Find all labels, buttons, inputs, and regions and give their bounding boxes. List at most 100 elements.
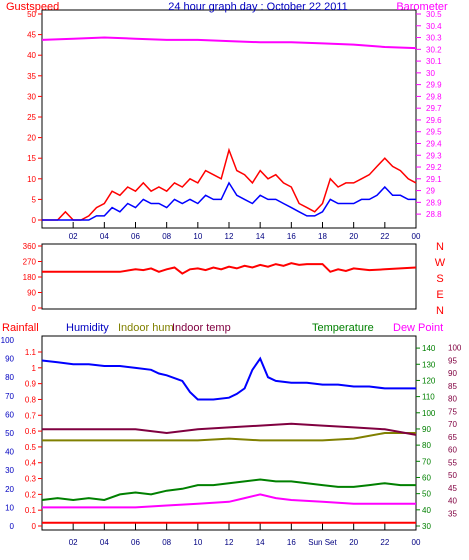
series-line-humidity <box>41 356 416 401</box>
series-line-wind-direction <box>42 262 417 275</box>
gustspeed-tick-label: 20 <box>27 134 36 143</box>
gustspeed-tick-label: 35 <box>27 72 36 81</box>
barometer-axis-label: Barometer <box>396 1 448 13</box>
rainfall-tick-label: 0.3 <box>25 475 37 484</box>
humidity-tick-label: 30 <box>5 466 14 475</box>
humidity-tick-label: 10 <box>5 503 14 512</box>
gustspeed-tick-label: 25 <box>27 113 36 122</box>
temperature-f-tick-label: 130 <box>422 360 436 369</box>
temperature-label: Temperature <box>312 322 374 334</box>
temperature-c-tick-label: 70 <box>448 420 457 429</box>
barometer-tick-label: 30.4 <box>426 22 442 31</box>
rainfall-tick-label: 0.9 <box>25 380 37 389</box>
time-tick-label: 22 <box>380 538 389 547</box>
series-line-gustspeed <box>42 147 417 221</box>
temperature-c-tick-label: 95 <box>448 356 457 365</box>
humidity-tick-label: 80 <box>5 373 14 382</box>
temperature-c-tick-label: 45 <box>448 484 457 493</box>
time-tick-label: 00 <box>412 538 421 547</box>
gustspeed-tick-label: 5 <box>32 195 37 204</box>
humidity-tick-label: 60 <box>5 410 14 419</box>
temperature-f-tick-label: 120 <box>422 376 436 385</box>
direction-tick-label: 270 <box>23 258 37 267</box>
temperature-c-tick-label: 55 <box>448 458 457 467</box>
temperature-f-tick-label: 40 <box>422 506 431 515</box>
barometer-tick-label: 29.3 <box>426 151 442 160</box>
time-tick-label: 20 <box>349 232 358 241</box>
barometer-tick-label: 29.8 <box>426 92 442 101</box>
temperature-c-tick-label: 65 <box>448 433 457 442</box>
compass-label: N <box>436 305 444 317</box>
temperature-c-tick-label: 35 <box>448 509 457 518</box>
time-tick-label: 20 <box>349 538 358 547</box>
direction-tick-label: 90 <box>27 289 36 298</box>
time-tick-label: 02 <box>69 232 78 241</box>
time-tick-label: 16 <box>287 538 296 547</box>
rainfall-tick-label: 1.1 <box>25 348 37 357</box>
gustspeed-tick-label: 15 <box>27 154 36 163</box>
temperature-f-tick-label: 60 <box>422 473 431 482</box>
humidity-tick-label: 90 <box>5 355 14 364</box>
rainfall-tick-label: 0.8 <box>25 395 37 404</box>
temperature-c-tick-label: 80 <box>448 395 457 404</box>
time-tick-label: 10 <box>193 232 202 241</box>
barometer-tick-label: 29.7 <box>426 104 442 113</box>
temperature-f-tick-label: 90 <box>422 425 431 434</box>
direction-panel-frame <box>41 243 417 310</box>
direction-tick-label: 360 <box>23 242 37 251</box>
compass-label: E <box>436 289 443 301</box>
temperature-c-tick-label: 90 <box>448 369 457 378</box>
rainfall-tick-label: 0.5 <box>25 443 37 452</box>
barometer-tick-label: 29 <box>426 187 435 196</box>
temperature-c-tick-label: 85 <box>448 382 457 391</box>
barometer-tick-label: 30.2 <box>426 45 442 54</box>
humidity-tick-label: 40 <box>5 448 14 457</box>
gustspeed-tick-label: 30 <box>27 92 36 101</box>
barometer-tick-label: 28.8 <box>426 210 442 219</box>
compass-label: W <box>435 257 446 269</box>
rainfall-tick-label: 1 <box>32 364 37 373</box>
temperature-f-tick-label: 100 <box>422 409 436 418</box>
temperature-c-tick-label: 75 <box>448 407 457 416</box>
indoor-temp-label: Indoor temp <box>172 322 231 334</box>
barometer-tick-label: 29.5 <box>426 128 442 137</box>
rainfall-tick-label: 0 <box>32 522 37 531</box>
temperature-f-tick-label: 30 <box>422 522 431 531</box>
temperature-c-tick-label: 40 <box>448 497 457 506</box>
time-tick-label: 08 <box>162 538 171 547</box>
time-tick-label: 18 <box>318 232 327 241</box>
temperature-f-tick-label: 50 <box>422 490 431 499</box>
time-tick-label: 14 <box>256 232 265 241</box>
time-tick-label: 06 <box>131 538 140 547</box>
time-tick-label: 16 <box>287 232 296 241</box>
time-tick-label: 22 <box>380 232 389 241</box>
dew-point-label: Dew Point <box>393 322 443 334</box>
time-tick-label: 04 <box>100 538 109 547</box>
series-line-windspeed <box>42 181 416 221</box>
gustspeed-tick-label: 40 <box>27 51 36 60</box>
barometer-tick-label: 30.5 <box>426 10 442 19</box>
compass-label: S <box>436 273 443 285</box>
temperature-f-tick-label: 110 <box>422 393 435 402</box>
gustspeed-tick-label: 10 <box>27 175 36 184</box>
humidity-tick-label: 20 <box>5 485 14 494</box>
time-tick-label: 08 <box>162 232 171 241</box>
time-tick-label: Sun Set <box>308 538 337 547</box>
time-tick-label: 04 <box>100 232 109 241</box>
barometer-tick-label: 30 <box>426 69 435 78</box>
series-line-indoor-temp <box>42 422 417 436</box>
gustspeed-tick-label: 0 <box>32 216 37 225</box>
temperature-c-tick-label: 60 <box>448 446 457 455</box>
series-line-indoor-hum <box>42 432 416 442</box>
barometer-tick-label: 29.2 <box>426 163 442 172</box>
barometer-tick-label: 29.9 <box>426 81 442 90</box>
humidity-tick-label: 100 <box>1 336 15 345</box>
barometer-tick-label: 29.1 <box>426 175 442 184</box>
gustspeed-axis-label: Gustspeed <box>6 1 59 13</box>
barometer-tick-label: 28.9 <box>426 198 442 207</box>
rainfall-tick-label: 0.2 <box>25 490 37 499</box>
time-tick-label: 12 <box>225 232 234 241</box>
rainfall-label: Rainfall <box>2 322 39 334</box>
